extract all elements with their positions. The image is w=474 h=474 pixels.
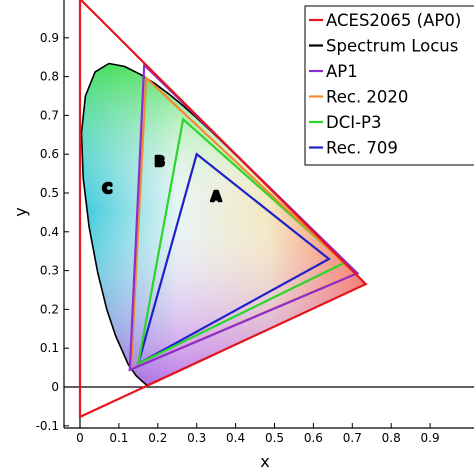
legend-label-aces2065-ap0: ACES2065 (AP0) [326, 11, 461, 30]
region-label-b: B [155, 155, 165, 170]
region-annotations: A B C [101, 154, 222, 207]
x-tick-label: 0.5 [265, 431, 284, 445]
y-tick-label: 0.4 [40, 225, 59, 239]
y-tick-label: 0.8 [40, 70, 59, 84]
x-tick-label: 0.7 [343, 431, 362, 445]
x-tick-label: 0.8 [382, 431, 401, 445]
dci-p3-triangle [136, 117, 347, 366]
legend-label-rec-709: Rec. 709 [326, 139, 398, 158]
y-tick-label: 0.3 [40, 264, 59, 278]
y-tick-label: 0.9 [40, 31, 59, 45]
legend-label-ap1: AP1 [326, 62, 358, 81]
x-tick-label: 0.2 [148, 431, 167, 445]
x-tick-label: 0.3 [187, 431, 206, 445]
legend-box [304, 5, 474, 166]
y-tick-label: -0.1 [36, 419, 59, 433]
region-label-c: C [102, 182, 112, 197]
axes: 0 0.1 0.2 0.3 0.4 0.5 0.6 0.7 0.8 0.9 -0.1 0 0.1 0.2 0… [11, 0, 474, 471]
region-label-a: A [211, 190, 221, 205]
x-tick-label: 0.6 [304, 431, 323, 445]
x-tick-label: 0 [76, 431, 84, 445]
legend: ACES2065 (AP0) Spectrum Locus AP1 Rec. 2020… [304, 5, 474, 166]
y-tick-label: 0.6 [40, 147, 59, 161]
y-tick-label: 0.2 [40, 302, 59, 316]
y-tick-label: 0.7 [40, 108, 59, 122]
y-tick-label: 0 [51, 380, 59, 394]
legend-label-rec-2020: Rec. 2020 [326, 88, 408, 107]
x-tick-label: 0.1 [109, 431, 128, 445]
x-tick-label: 0.9 [421, 431, 440, 445]
series-lines [78, 0, 368, 419]
x-tick-label: 0.4 [226, 431, 245, 445]
y-tick-label: 0.5 [40, 186, 59, 200]
x-axis-title: x [260, 452, 269, 471]
y-axis-title: y [11, 207, 30, 216]
rec-709-triangle [136, 152, 331, 366]
legend-label-spectrum-locus: Spectrum Locus [326, 37, 458, 56]
aces2065-ap0-triangle [78, 0, 368, 419]
legend-label-dci-p3: DCI-P3 [326, 113, 382, 132]
y-tick-label: 0.1 [40, 341, 59, 355]
